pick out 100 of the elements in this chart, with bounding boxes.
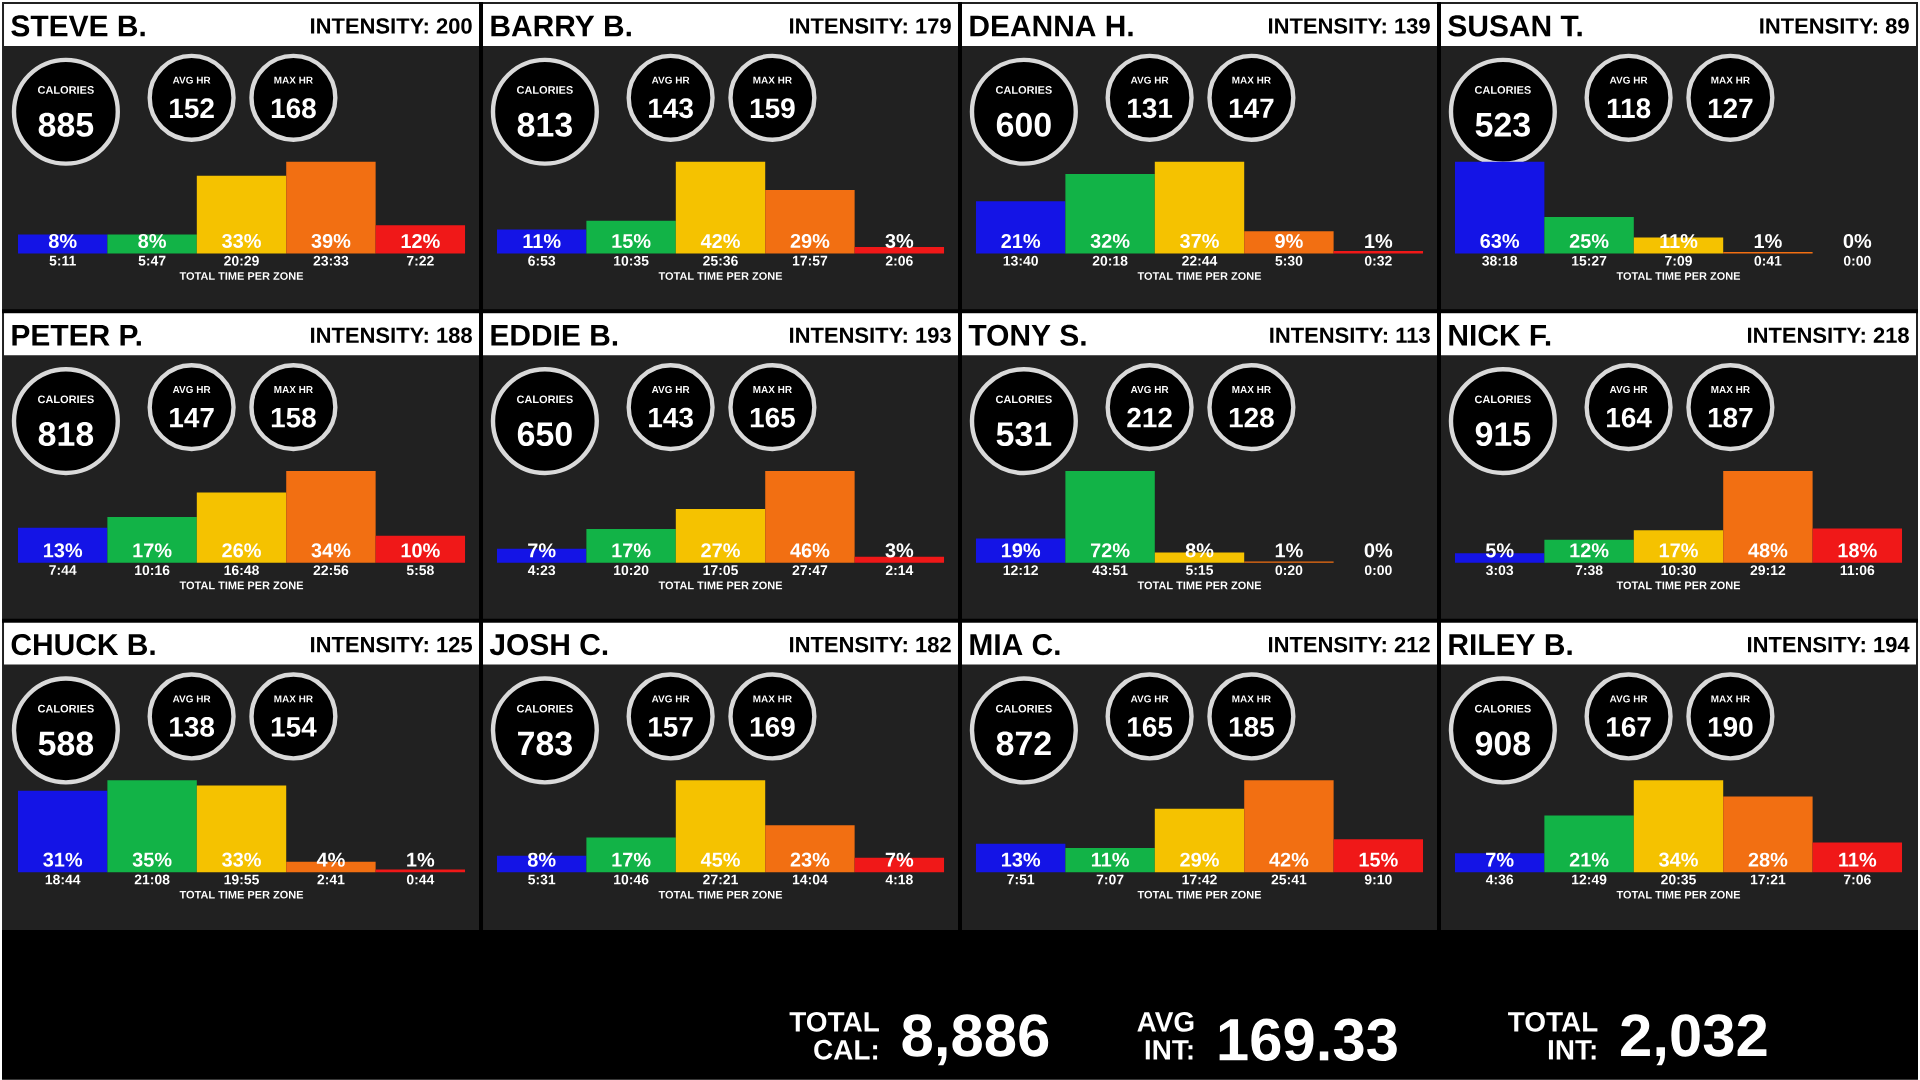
text: 187 <box>1708 407 1753 428</box>
bar <box>854 556 945 563</box>
bar <box>675 509 766 563</box>
text: 143 <box>649 98 693 119</box>
text: 127 <box>1708 98 1753 119</box>
data-label: 3% <box>885 234 914 249</box>
chart-title: BARRY B. <box>491 15 631 37</box>
data-label: 10% <box>401 543 440 558</box>
bar <box>765 825 855 873</box>
data-label: 21% <box>1001 234 1041 249</box>
data-label: 12% <box>401 234 440 249</box>
bar <box>1065 174 1155 254</box>
text: 588 <box>38 731 94 756</box>
data-label: 8% <box>48 234 77 249</box>
text: 165 <box>1128 717 1173 737</box>
text: INTENSITY: 212 <box>1269 637 1430 653</box>
text: 147 <box>1229 98 1274 118</box>
text: 169.33 <box>1219 1018 1397 1062</box>
data-label: 25% <box>1569 234 1609 249</box>
bar <box>17 527 108 563</box>
text: 164 <box>1607 407 1652 428</box>
data-label: 23% <box>790 852 830 867</box>
text: INTENSITY: 193 <box>790 327 951 344</box>
text: INTENSITY: 182 <box>790 637 951 653</box>
text: 818 <box>38 422 94 447</box>
data-label: 34% <box>311 543 351 558</box>
chart-title: EDDIE B. <box>491 325 618 346</box>
text: 157 <box>649 717 693 737</box>
text: 147 <box>170 408 214 428</box>
bar <box>765 190 855 254</box>
text: 813 <box>517 112 572 137</box>
data-label: 11% <box>1091 852 1129 867</box>
text: TOTAL <box>1508 1012 1598 1032</box>
bar <box>765 471 855 563</box>
data-label: 13% <box>1001 852 1041 867</box>
bar <box>1454 853 1545 873</box>
bar <box>1244 231 1334 254</box>
data-label: 1% <box>1275 543 1303 558</box>
bar <box>1244 780 1334 873</box>
text: INTENSITY: 125 <box>311 637 472 653</box>
text: INTENSITY: 218 <box>1748 327 1909 344</box>
data-label: 19% <box>1001 543 1041 558</box>
text: 165 <box>750 407 795 428</box>
text: 531 <box>996 422 1052 447</box>
text: INTENSITY: 179 <box>790 18 951 34</box>
data-label: 26% <box>222 543 261 558</box>
text: 152 <box>170 98 214 119</box>
data-label: 46% <box>790 543 830 558</box>
text: 128 <box>1229 407 1274 428</box>
data-label: 1% <box>407 852 435 867</box>
data-label: 17% <box>133 543 172 558</box>
bar <box>286 161 376 254</box>
data-label: 17% <box>1659 543 1698 558</box>
data-label: 15% <box>1359 852 1398 867</box>
bar <box>1154 161 1245 254</box>
data-label: 29% <box>790 234 830 249</box>
data-label: 27% <box>701 543 740 558</box>
text: AVG <box>1137 1012 1194 1032</box>
data-label: 35% <box>132 852 172 867</box>
data-label: 33% <box>222 852 261 867</box>
bar <box>1154 808 1245 873</box>
data-label: 8% <box>527 852 556 867</box>
bar <box>1633 780 1724 873</box>
bar <box>586 529 676 563</box>
data-label: 17% <box>612 852 651 867</box>
text: 168 <box>271 98 316 119</box>
data-label: 34% <box>1658 852 1698 867</box>
text: 600 <box>996 112 1051 137</box>
chart-title: MIA C. <box>970 634 1060 656</box>
chart-title: JOSH C. <box>489 634 608 656</box>
data-label: 37% <box>1180 234 1219 249</box>
data-label: 45% <box>700 852 740 867</box>
text: 159 <box>750 98 795 119</box>
text: 138 <box>170 717 215 737</box>
bar <box>1544 217 1634 254</box>
data-label: 39% <box>311 234 351 249</box>
text: 872 <box>996 731 1051 756</box>
bar <box>586 220 676 254</box>
data-label: 28% <box>1748 852 1788 867</box>
text: 190 <box>1708 717 1753 737</box>
bar <box>1812 528 1903 563</box>
text: 783 <box>518 731 572 756</box>
text: 2,032 <box>1621 1014 1767 1066</box>
data-label: 29% <box>1180 852 1219 867</box>
text: 523 <box>1475 112 1530 137</box>
chart-title: TONY S. <box>968 324 1086 346</box>
data-label: 63% <box>1480 234 1520 249</box>
text: 650 <box>517 422 572 447</box>
text: INTENSITY: 139 <box>1269 18 1430 34</box>
text: 915 <box>1475 422 1531 447</box>
chart-title: CHUCK B. <box>11 634 155 656</box>
bar <box>107 780 197 873</box>
bar <box>286 471 376 563</box>
text: 131 <box>1128 98 1173 119</box>
text: INT: <box>1548 1040 1596 1060</box>
bar <box>1544 815 1634 873</box>
data-label: 11% <box>1839 852 1877 867</box>
data-label: 72% <box>1090 543 1130 558</box>
chart-title: PETER P. <box>12 325 141 346</box>
chart-title: RILEY B. <box>1449 634 1572 656</box>
